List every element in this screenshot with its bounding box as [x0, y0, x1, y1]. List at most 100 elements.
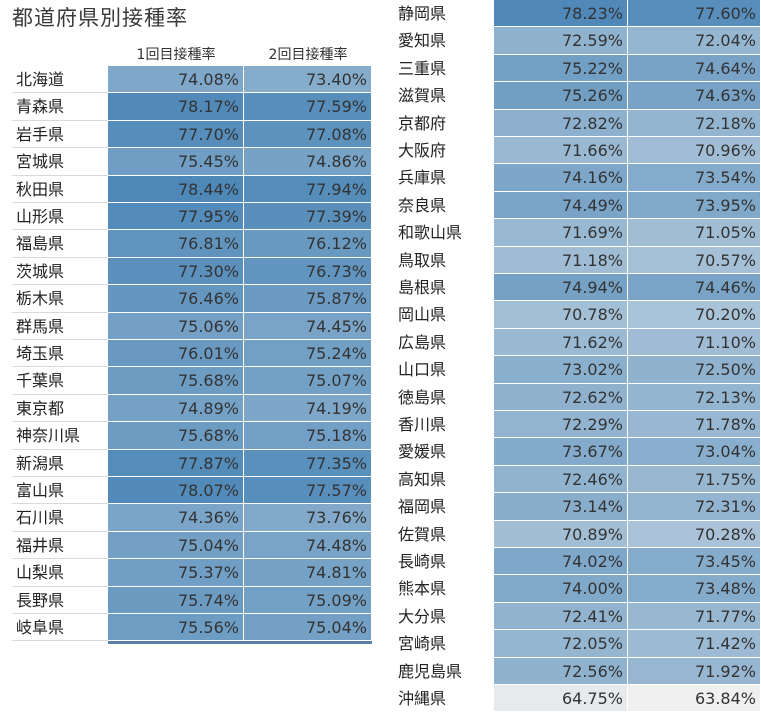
dose2-rate-cell: 75.09% — [244, 586, 372, 614]
table-row: 福井県 75.04% 74.48% — [12, 531, 372, 560]
row-separator — [12, 311, 108, 313]
row-separator — [12, 393, 108, 395]
table-row: 青森県 78.17% 77.59% — [12, 93, 372, 121]
dose1-rate-cell: 72.29% — [494, 411, 628, 439]
table-row: 滋賀県 75.26% 74.63% — [394, 82, 761, 110]
dose1-rate-cell: 74.94% — [494, 274, 628, 302]
dose2-rate-cell: 71.78% — [628, 411, 761, 439]
dose2-rate-cell: 75.87% — [244, 285, 372, 313]
dose2-rate-cell: 71.92% — [628, 657, 761, 685]
dose1-rate-cell: 76.81% — [108, 230, 244, 258]
dose1-rate-cell: 78.44% — [108, 175, 244, 203]
row-separator — [12, 366, 108, 368]
table-row: 鹿児島県 72.56% 71.92% — [394, 657, 761, 685]
dose2-rate-cell: 74.19% — [244, 394, 372, 423]
table-row: 東京都 74.89% 74.19% — [12, 394, 372, 423]
dose1-rate-cell: 78.23% — [494, 0, 628, 28]
row-separator — [12, 229, 108, 231]
dose2-rate-cell: 73.45% — [628, 548, 761, 576]
row-separator — [12, 339, 108, 340]
table-row: 北海道 74.08% 73.40% — [12, 66, 372, 94]
row-separator — [12, 92, 108, 94]
table-row: 長崎県 74.02% 73.45% — [394, 548, 761, 576]
table-row: 熊本県 74.00% 73.48% — [394, 575, 761, 603]
dose2-rate-cell: 70.20% — [628, 301, 761, 329]
prefecture-label: 群馬県 — [16, 316, 65, 336]
dose1-rate-cell: 77.87% — [108, 449, 244, 477]
dose2-rate-cell: 77.94% — [244, 175, 372, 203]
row-separator — [12, 284, 108, 286]
dose2-rate-cell: 73.40% — [244, 66, 372, 94]
prefecture-label: 熊本県 — [398, 579, 447, 599]
row-separator — [12, 558, 108, 560]
dose2-rate-cell: 74.63% — [628, 82, 761, 110]
prefecture-label: 鳥取県 — [398, 250, 447, 270]
table-row: 鳥取県 71.18% 70.57% — [394, 246, 761, 274]
prefecture-label: 香川県 — [398, 415, 447, 434]
prefecture-label: 石川県 — [16, 508, 65, 528]
table-row: 徳島県 72.62% 72.13% — [394, 383, 761, 411]
table-row: 奈良県 74.49% 73.95% — [394, 191, 761, 220]
dose2-rate-cell: 77.57% — [244, 477, 372, 505]
prefecture-label: 和歌山県 — [398, 223, 463, 243]
table-row: 茨城県 77.30% 76.73% — [12, 257, 372, 286]
dose1-rate-cell: 70.89% — [494, 520, 628, 548]
dose1-rate-cell: 74.00% — [494, 575, 628, 603]
prefecture-label: 鹿児島県 — [398, 661, 463, 681]
dose1-rate-cell: 71.18% — [494, 246, 628, 274]
table-row: 大分県 72.41% 71.77% — [394, 602, 761, 631]
table-row: 三重県 75.22% 74.64% — [394, 54, 761, 83]
dose1-rate-cell: 75.26% — [494, 82, 628, 110]
prefecture-label: 広島県 — [398, 332, 447, 352]
prefecture-label: 愛媛県 — [398, 442, 447, 462]
table-row: 静岡県 78.23% 77.60% — [394, 0, 761, 28]
table-row: 愛媛県 73.67% 73.04% — [394, 438, 761, 466]
prefecture-label: 山形県 — [16, 207, 65, 226]
prefecture-label: 奈良県 — [398, 195, 447, 215]
row-separator — [12, 421, 108, 423]
dose2-rate-cell: 75.04% — [244, 614, 372, 642]
dose2-rate-cell: 71.10% — [628, 328, 761, 357]
dose2-rate-cell: 72.04% — [628, 27, 761, 55]
prefecture-label: 岩手県 — [16, 124, 65, 144]
dose2-rate-cell: 75.24% — [244, 340, 372, 368]
table-row: 岡山県 70.78% 70.20% — [394, 301, 761, 329]
table-row: 長野県 75.74% 75.09% — [12, 586, 372, 614]
prefecture-label: 沖縄県 — [398, 689, 447, 708]
table-row: 福岡県 73.14% 72.31% — [394, 493, 761, 521]
dose1-rate-cell: 74.49% — [494, 191, 628, 220]
table-row: 高知県 72.46% 71.75% — [394, 465, 761, 494]
dose2-rate-cell: 74.45% — [244, 312, 372, 340]
table-row: 和歌山県 71.69% 71.05% — [394, 219, 761, 247]
table-row: 宮城県 75.45% 74.86% — [12, 148, 372, 176]
dose1-rate-cell: 72.62% — [494, 383, 628, 411]
dose1-rate-cell: 71.69% — [494, 219, 628, 247]
prefecture-label: 福岡県 — [398, 497, 447, 517]
prefecture-label: 佐賀県 — [398, 524, 447, 544]
prefecture-label: 愛知県 — [398, 31, 447, 51]
dose1-rate-cell: 75.04% — [108, 531, 244, 560]
dose1-rate-cell: 77.30% — [108, 257, 244, 286]
dose1-rate-cell: 72.46% — [494, 465, 628, 494]
dose1-rate-cell: 78.17% — [108, 93, 244, 121]
prefecture-label: 京都府 — [398, 113, 447, 133]
prefecture-label: 千葉県 — [16, 371, 65, 391]
table-row: 広島県 71.62% 71.10% — [394, 328, 761, 357]
dose1-rate-cell: 76.01% — [108, 340, 244, 368]
dose1-rate-cell: 76.46% — [108, 285, 244, 313]
dose1-rate-cell: 72.82% — [494, 109, 628, 137]
chart-title: 都道府県別接種率 — [12, 6, 188, 30]
dose2-rate-cell: 70.96% — [628, 137, 761, 165]
row-separator — [12, 613, 108, 614]
table-row: 群馬県 75.06% 74.45% — [12, 312, 372, 340]
prefecture-label: 神奈川県 — [16, 426, 81, 446]
dose1-rate-cell: 75.37% — [108, 559, 244, 587]
dose2-rate-cell: 73.54% — [628, 164, 761, 192]
table-row: 神奈川県 75.68% 75.18% — [12, 422, 372, 450]
column-header-dose2: 2回目接種率 — [268, 47, 348, 63]
row-separator — [12, 174, 108, 176]
prefecture-label: 山口県 — [398, 360, 447, 380]
row-separator — [12, 147, 108, 149]
table-row: 山口県 73.02% 72.50% — [394, 356, 761, 384]
prefecture-label: 滋賀県 — [398, 86, 447, 106]
